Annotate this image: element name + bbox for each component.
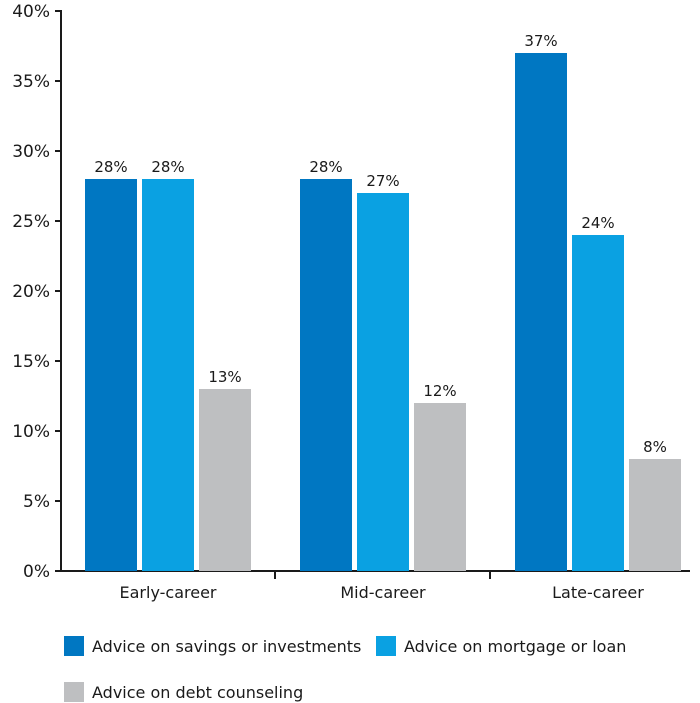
bar (515, 53, 567, 571)
y-tick-label: 25% (12, 212, 50, 232)
bar-value-label: 24% (581, 214, 614, 232)
bar-value-label: 12% (423, 382, 456, 400)
bar (572, 235, 624, 571)
bar (199, 389, 251, 571)
bar-value-label: 28% (309, 158, 342, 176)
bar (142, 179, 194, 571)
x-category-label: Mid-career (340, 583, 426, 602)
bar-value-label: 37% (524, 32, 557, 50)
data-labels: 28% 28% 13% 28% 27% 12% 37% 24% 8% (94, 32, 667, 456)
y-tick-label: 15% (12, 352, 50, 372)
bar-value-label: 28% (94, 158, 127, 176)
x-category-label: Early-career (120, 583, 217, 602)
bar-value-label: 8% (643, 438, 667, 456)
y-axis-ticks: 0% 5% 10% 15% 20% 25% 30% 35% 40% (12, 2, 61, 582)
x-axis-categories: Early-career Mid-career Late-career (120, 583, 645, 602)
bar-value-label: 27% (366, 172, 399, 190)
legend-item-debt: Advice on debt counseling (64, 682, 303, 702)
y-tick-label: 20% (12, 282, 50, 302)
bar-value-label: 28% (151, 158, 184, 176)
x-category-label: Late-career (552, 583, 644, 602)
legend-swatch-debt (64, 682, 84, 702)
legend-item-mortgage: Advice on mortgage or loan (376, 636, 626, 656)
bar-value-label: 13% (208, 368, 241, 386)
chart-bars (85, 53, 681, 571)
legend-swatch-savings (64, 636, 84, 656)
legend-label-mortgage: Advice on mortgage or loan (404, 636, 627, 656)
y-tick-label: 5% (23, 492, 50, 512)
bar (414, 403, 466, 571)
y-tick-label: 35% (12, 72, 50, 92)
bar-chart: 0% 5% 10% 15% 20% 25% 30% 35% 40% 28% 28% 13% 28% 27… (12, 2, 690, 602)
bar (300, 179, 352, 571)
bar (357, 193, 409, 571)
legend-item-savings: Advice on savings or investments (64, 636, 361, 656)
y-tick-label: 10% (12, 422, 50, 442)
bar (85, 179, 137, 571)
legend-swatch-mortgage (376, 636, 396, 656)
bar (629, 459, 681, 571)
y-tick-label: 0% (23, 562, 50, 582)
legend-label-debt: Advice on debt counseling (92, 682, 304, 702)
legend-label-savings: Advice on savings or investments (92, 636, 362, 656)
y-tick-label: 30% (12, 142, 50, 162)
y-tick-label: 40% (12, 2, 50, 22)
